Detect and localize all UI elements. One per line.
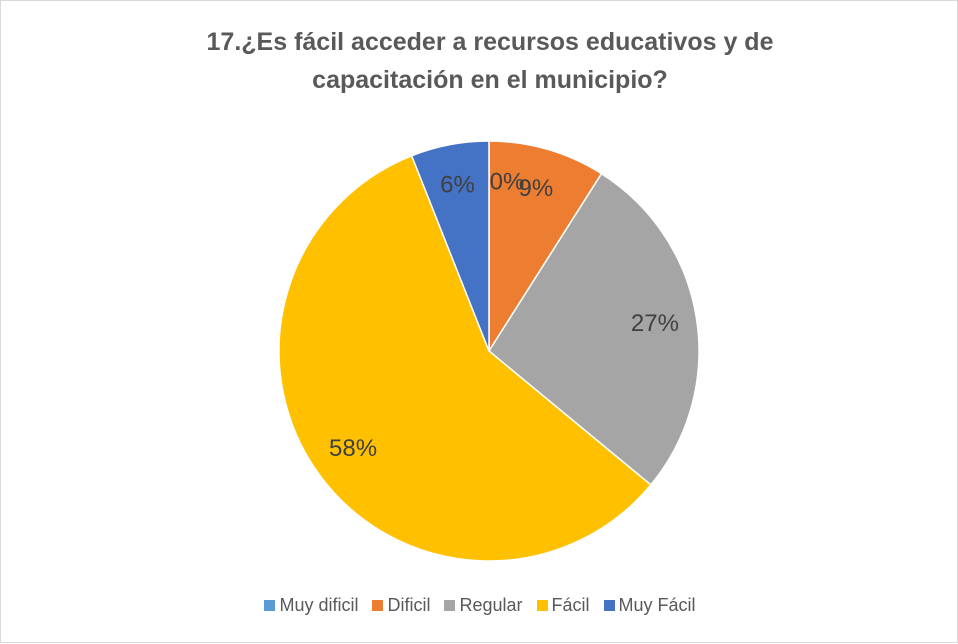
data-label: 27% xyxy=(631,310,679,337)
legend-swatch xyxy=(444,600,456,611)
legend-label: Regular xyxy=(459,595,523,615)
legend-item: Regular xyxy=(444,595,523,616)
legend-label: Muy Fácil xyxy=(618,595,696,615)
pie-slice xyxy=(410,140,490,352)
legend-label: Fácil xyxy=(551,595,590,615)
legend-swatch xyxy=(264,600,276,611)
pie-slice xyxy=(278,154,652,562)
legend-swatch xyxy=(603,600,615,611)
legend-swatch xyxy=(372,600,384,611)
data-label: 6% xyxy=(440,171,475,198)
data-label: 58% xyxy=(329,435,377,462)
legend: Muy dificil Dificil Regular Fácil Muy Fácil xyxy=(1,595,958,616)
legend-swatch xyxy=(536,600,548,611)
data-label: 9% xyxy=(519,175,554,202)
legend-item: Muy dificil xyxy=(264,595,358,616)
legend-item: Dificil xyxy=(372,595,430,616)
legend-item: Fácil xyxy=(536,595,590,616)
data-label: 0% xyxy=(490,168,525,195)
pie-slice xyxy=(488,172,700,486)
pie-slice xyxy=(488,140,603,354)
chart-title: 17.¿Es fácil acceder a recursos educativ… xyxy=(206,28,774,94)
legend-label: Muy dificil xyxy=(279,595,359,615)
legend-item: Muy Fácil xyxy=(603,595,696,616)
legend-label: Dificil xyxy=(387,595,431,615)
